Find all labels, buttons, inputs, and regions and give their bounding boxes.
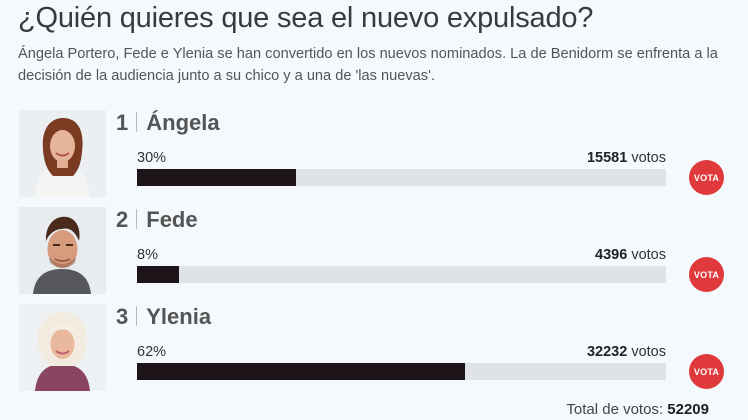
candidate-photo-ylenia — [19, 304, 106, 391]
candidate-name: Ylenia — [146, 304, 212, 329]
total-label: Total de votos: — [566, 401, 664, 418]
candidate-name: Fede — [146, 207, 198, 232]
votes-count: 32232 — [586, 344, 628, 360]
candidate-number: 3 — [116, 304, 129, 329]
candidate-votes: 4396 votos — [595, 247, 666, 263]
progress-bar — [137, 363, 666, 380]
candidate-photo-fede — [19, 207, 106, 294]
progress-bar — [137, 169, 666, 186]
candidate-heading: 1 Ángela — [116, 110, 220, 136]
progress-fill — [137, 266, 180, 283]
votes-count: 4396 — [595, 247, 628, 263]
progress-fill — [137, 169, 296, 186]
candidate-percent: 62% — [137, 344, 167, 360]
candidate-row: 1 Ángela 30% 15581 votos VOTA — [19, 110, 729, 198]
candidate-votes: 32232 votos — [587, 344, 666, 360]
candidate-heading: 3 Ylenia — [116, 304, 211, 330]
poll-description: Ángela Portero, Fede e Ylenia se han con… — [18, 46, 718, 84]
vote-button-ylenia[interactable]: VOTA — [689, 354, 724, 389]
vote-button-fede[interactable]: VOTA — [689, 257, 724, 292]
candidate-row: 2 Fede 8% 4396 votos VOTA — [19, 207, 729, 295]
votes-suffix: votos — [631, 344, 666, 360]
votes-count: 15581 — [586, 150, 628, 166]
total-value: 52209 — [667, 401, 709, 418]
progress-fill — [137, 363, 465, 380]
candidate-photo-angela — [19, 110, 106, 197]
divider — [136, 306, 138, 326]
total-votes: Total de votos: 52209 — [566, 401, 709, 418]
votes-suffix: votos — [631, 150, 666, 166]
candidate-percent: 30% — [137, 150, 167, 166]
poll-title: ¿Quién quieres que sea el nuevo expulsad… — [18, 2, 594, 34]
candidate-percent: 8% — [137, 247, 158, 263]
progress-bar — [137, 266, 666, 283]
candidate-heading: 2 Fede — [116, 207, 198, 233]
candidate-name: Ángela — [146, 110, 220, 135]
divider — [136, 209, 138, 229]
vote-button-angela[interactable]: VOTA — [689, 160, 724, 195]
candidate-number: 1 — [116, 110, 129, 135]
candidate-number: 2 — [116, 207, 129, 232]
candidate-row: 3 Ylenia 62% 32232 votos VOTA — [19, 304, 729, 392]
candidate-votes: 15581 votos — [587, 150, 666, 166]
divider — [136, 112, 138, 132]
votes-suffix: votos — [631, 247, 666, 263]
